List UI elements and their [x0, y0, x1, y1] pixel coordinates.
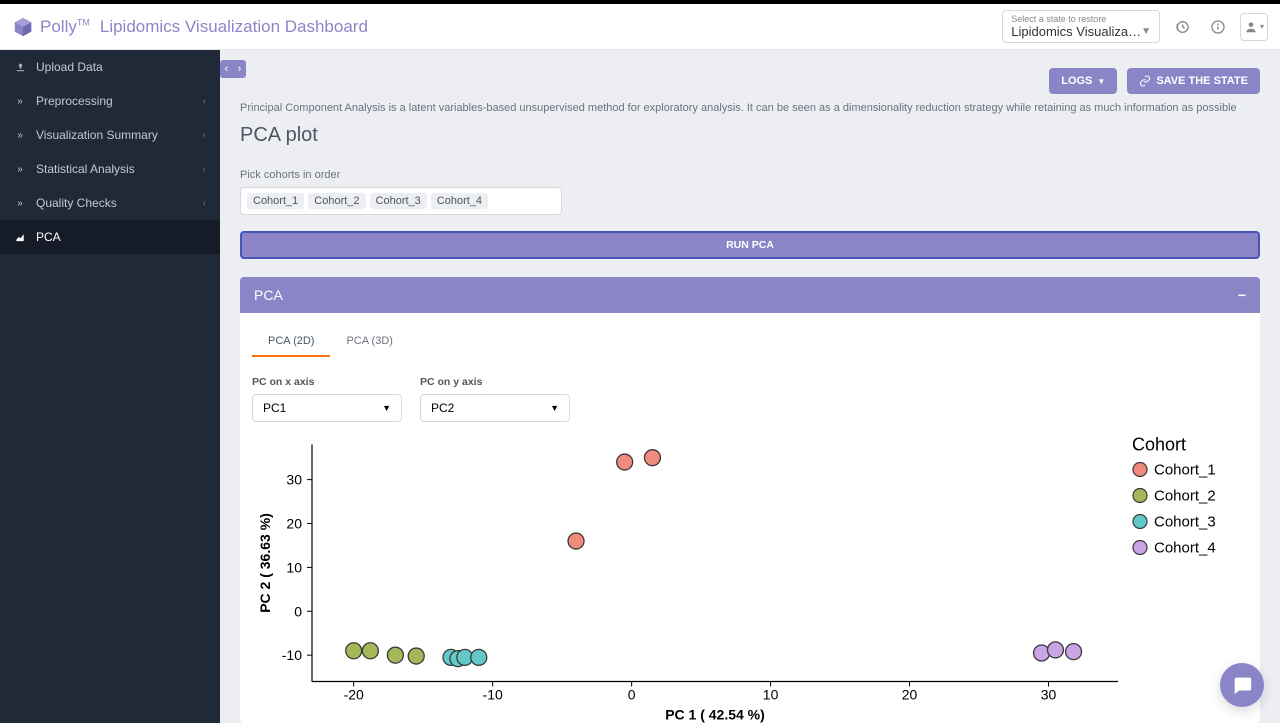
chevron-down-icon: ▼	[1097, 77, 1105, 86]
save-state-label: SAVE THE STATE	[1156, 75, 1248, 87]
logo[interactable]: PollyTM Lipidomics Visualization Dashboa…	[12, 16, 368, 38]
sidebar-icon: »	[14, 198, 26, 209]
svg-text:Cohort_4: Cohort_4	[1154, 540, 1216, 557]
panel-collapse-icon[interactable]: −	[1238, 287, 1246, 303]
cohort-chip[interactable]: Cohort_2	[308, 193, 365, 209]
sidebar-icon: »	[14, 164, 26, 175]
panel-title: PCA	[254, 287, 283, 303]
svg-text:Cohort_2: Cohort_2	[1154, 488, 1216, 505]
svg-text:-10: -10	[282, 647, 302, 663]
sidebar-item-statistical-analysis[interactable]: » Statistical Analysis ‹	[0, 152, 220, 186]
chevron-left-icon: ‹	[203, 198, 206, 209]
pca-panel: PCA − PCA (2D)PCA (3D) PC on x axis PC1 ▼…	[240, 277, 1260, 723]
svg-text:0: 0	[294, 603, 302, 619]
sidebar-item-label: Visualization Summary	[36, 128, 158, 142]
run-pca-button[interactable]: RUN PCA	[240, 231, 1260, 259]
svg-text:30: 30	[286, 472, 302, 488]
sidebar-item-quality-checks[interactable]: » Quality Checks ‹	[0, 186, 220, 220]
x-axis-label: PC on x axis	[252, 376, 402, 388]
svg-text:20: 20	[286, 516, 302, 532]
sidebar-icon	[14, 232, 26, 243]
sidebar-item-visualization-summary[interactable]: » Visualization Summary ‹	[0, 118, 220, 152]
logs-button-label: LOGS	[1061, 75, 1092, 87]
brand-tm: TM	[77, 17, 90, 27]
svg-text:PC 2 ( 36.63 %): PC 2 ( 36.63 %)	[257, 513, 273, 613]
chat-icon	[1231, 674, 1253, 696]
x-axis-value: PC1	[263, 401, 286, 415]
chevron-left-icon[interactable]: ‹	[220, 60, 233, 78]
svg-text:Cohort: Cohort	[1132, 436, 1186, 455]
chevron-right-icon[interactable]: ›	[233, 60, 246, 78]
cohort-picker-label: Pick cohorts in order	[240, 169, 1260, 181]
svg-text:-10: -10	[483, 687, 503, 703]
svg-text:10: 10	[763, 687, 779, 703]
svg-text:Cohort_1: Cohort_1	[1154, 462, 1216, 479]
sidebar-item-label: Quality Checks	[36, 196, 117, 210]
chevron-left-icon: ‹	[203, 96, 206, 107]
svg-text:0: 0	[628, 687, 636, 703]
cohort-picker[interactable]: Cohort_1Cohort_2 Cohort_3Cohort_4	[240, 187, 562, 215]
svg-text:PC 1 ( 42.54 %): PC 1 ( 42.54 %)	[665, 707, 765, 723]
logs-button[interactable]: LOGS ▼	[1049, 68, 1117, 94]
sidebar-item-pca[interactable]: PCA	[0, 220, 220, 254]
cohort-chip[interactable]: Cohort_1	[247, 193, 304, 209]
chevron-down-icon: ▼	[1141, 26, 1151, 37]
sidebar-icon: »	[14, 130, 26, 141]
cohort-chip[interactable]: Cohort_3	[370, 193, 427, 209]
state-selector[interactable]: Select a state to restore Lipidomics Vis…	[1002, 10, 1160, 43]
pca-chart: -20 -10 0 10 20 30 -10 0 10 20 30 PC 1 ( 42.54 %) PC…	[252, 436, 1248, 723]
x-axis-select[interactable]: PC1 ▼	[252, 394, 402, 422]
sidebar-collapse-toggle[interactable]: ‹ ›	[220, 60, 246, 78]
chevron-left-icon: ‹	[203, 130, 206, 141]
svg-text:20: 20	[902, 687, 918, 703]
save-state-button[interactable]: SAVE THE STATE	[1127, 68, 1260, 94]
state-selector-label: Select a state to restore	[1011, 14, 1151, 24]
panel-tabs: PCA (2D)PCA (3D)	[252, 327, 1248, 358]
sidebar-item-label: Preprocessing	[36, 94, 113, 108]
svg-text:Cohort_3: Cohort_3	[1154, 514, 1216, 531]
link-icon	[1139, 75, 1151, 87]
y-axis-value: PC2	[431, 401, 454, 415]
sidebar-item-label: Statistical Analysis	[36, 162, 135, 176]
sidebar: ‹ › Upload Data»Preprocessing‹»Visualiza…	[0, 50, 220, 723]
tab-pca-3d-[interactable]: PCA (3D)	[330, 327, 408, 357]
chevron-down-icon: ▼	[382, 403, 391, 413]
page-title: PCA plot	[240, 124, 1260, 147]
main-content: LOGS ▼ SAVE THE STATE Principal Component…	[220, 50, 1280, 723]
chevron-down-icon: ▼	[550, 403, 559, 413]
y-axis-label: PC on y axis	[420, 376, 570, 388]
app-title: Lipidomics Visualization Dashboard	[100, 17, 368, 37]
sidebar-item-label: PCA	[36, 230, 61, 244]
brand-name: Polly	[40, 17, 77, 36]
svg-text:-20: -20	[344, 687, 364, 703]
sidebar-item-upload-data[interactable]: Upload Data	[0, 50, 220, 84]
user-menu[interactable]: ▾	[1240, 13, 1268, 41]
info-icon[interactable]	[1204, 13, 1232, 41]
history-icon[interactable]	[1168, 13, 1196, 41]
sidebar-icon: »	[14, 96, 26, 107]
panel-header: PCA −	[240, 277, 1260, 313]
state-selector-value: Lipidomics Visualiza…	[1011, 24, 1141, 39]
svg-text:30: 30	[1041, 687, 1057, 703]
chat-fab[interactable]	[1220, 663, 1264, 707]
sidebar-icon	[14, 62, 26, 73]
svg-text:10: 10	[286, 559, 302, 575]
sidebar-item-preprocessing[interactable]: » Preprocessing ‹	[0, 84, 220, 118]
chevron-left-icon: ‹	[203, 164, 206, 175]
y-axis-select[interactable]: PC2 ▼	[420, 394, 570, 422]
description-text: Principal Component Analysis is a latent…	[240, 102, 1260, 114]
topbar: PollyTM Lipidomics Visualization Dashboa…	[0, 0, 1280, 50]
logo-cube-icon	[12, 16, 34, 38]
sidebar-item-label: Upload Data	[36, 60, 103, 74]
tab-pca-2d-[interactable]: PCA (2D)	[252, 327, 330, 357]
cohort-chip[interactable]: Cohort_4	[431, 193, 488, 209]
